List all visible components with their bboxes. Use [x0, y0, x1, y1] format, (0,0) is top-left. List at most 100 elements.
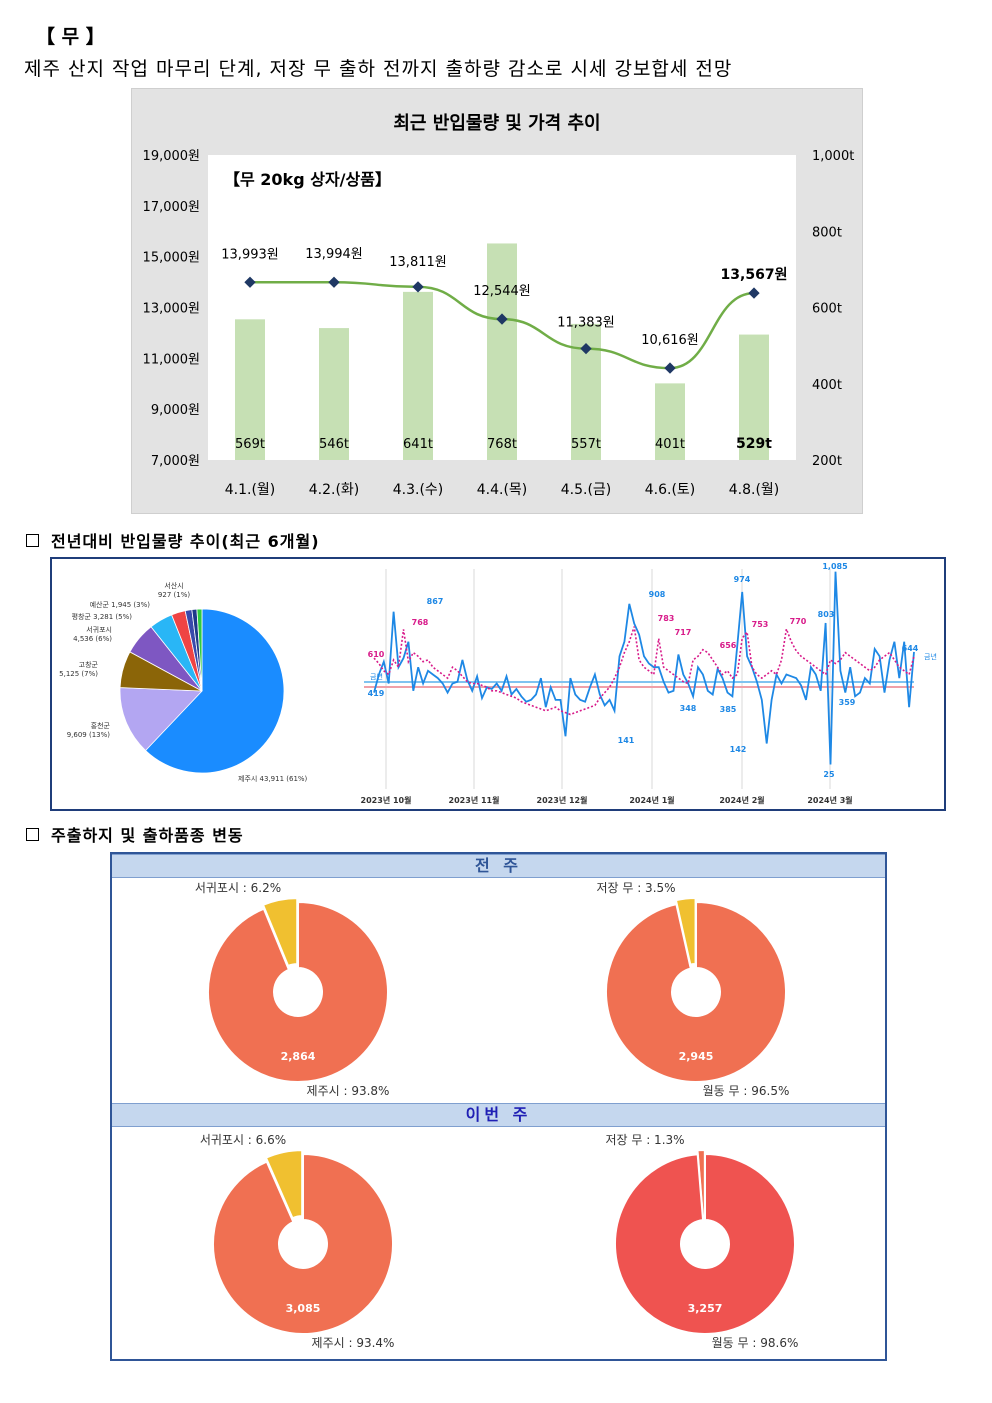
price-label: 11,383원: [557, 316, 614, 331]
right-axis-tick: 400t: [812, 378, 842, 393]
left-axis-tick: 17,000원: [143, 200, 200, 215]
chart-title: 최근 반입물량 및 가격 추이: [393, 112, 600, 134]
origin-pie-label: 서귀포시: [86, 625, 112, 634]
origin-pie-label: 홍천군: [91, 721, 111, 730]
series-point-label: 768: [412, 618, 429, 627]
origin-pie-label: 9,609 (13%): [67, 731, 111, 739]
price-label: 12,544원: [473, 284, 530, 299]
donut-major-label: 제주시 : 93.4%: [312, 1336, 395, 1350]
donut-chart: 3,257 월동 무 : 98.6% 저장 무 : 1.3%: [605, 1133, 798, 1350]
donut-major-label: 월동 무 : 96.5%: [703, 1084, 790, 1098]
price-label: 10,616원: [641, 333, 698, 348]
volume-bar: [235, 319, 265, 460]
section-origin-title: 주출하지 및 출하품종 변동: [26, 822, 244, 846]
x-axis-tick: 4.4.(목): [477, 482, 528, 498]
x-axis-tick: 4.2.(화): [309, 482, 360, 498]
x-axis-month-tick: 2024년 2월: [719, 795, 764, 805]
series-point-label: 867: [427, 597, 444, 606]
origin-pie-label: 4,536 (6%): [73, 635, 112, 643]
volume-label: 557t: [571, 437, 601, 452]
left-axis-tick: 15,000원: [143, 251, 200, 266]
x-axis-tick: 4.5.(금): [561, 482, 612, 498]
series-point-label: 385: [720, 705, 737, 714]
donut-minor-label: 서귀포시 : 6.6%: [200, 1133, 286, 1147]
origin-variety-panel: 전 주 이번 주 2,864 제주시 : 93.8% 서귀포시 : 6.2% 2,94…: [110, 852, 887, 1361]
donut-major-slice: [207, 900, 389, 1083]
origin-pie-slice: [196, 608, 203, 692]
origin-pie-slice: [119, 687, 203, 752]
x-axis-month-tick: 2024년 1월: [629, 795, 674, 805]
right-axis-tick: 200t: [812, 454, 842, 469]
donut-major-slice: [212, 1152, 395, 1335]
price-marker: [412, 281, 424, 293]
price-volume-svg: 최근 반입물량 및 가격 추이 【무 20kg 상자/상품】 569t 546t 6…: [143, 112, 855, 498]
current-week-band: 이번 주: [112, 1103, 885, 1127]
six-month-trend-panel: 제주시 43,911 (61%) 홍천군 9,609 (13%) 고창군 5,125 (…: [50, 557, 946, 811]
right-axis-tick: 600t: [812, 302, 842, 317]
chart-unit-label: 【무 20kg 상자/상품】: [224, 170, 391, 189]
donut-major-label: 제주시 : 93.8%: [307, 1084, 390, 1098]
series-point-label: 610: [368, 650, 385, 659]
origin-pie-label: 고창군: [79, 661, 99, 669]
volume-label: 569t: [235, 437, 265, 452]
x-axis-month-tick: 2023년 11월: [449, 795, 500, 805]
market-outlook-text: 제주 산지 작업 마무리 단계, 저장 무 출하 전까지 출하량 감소로 시세 …: [24, 58, 733, 80]
donut-minor-label: 저장 무 : 1.3%: [605, 1133, 684, 1147]
volume-bar: [655, 383, 685, 460]
section-volume-trend-title: 전년대비 반입물량 추이(최근 6개월): [26, 528, 320, 552]
price-volume-chart: 최근 반입물량 및 가격 추이 【무 20kg 상자/상품】 569t 546t 6…: [131, 88, 863, 514]
left-axis-tick: 13,000원: [143, 302, 200, 317]
series-point-label: 142: [730, 745, 747, 754]
series-point-label: 644: [902, 644, 919, 653]
origin-pie-label: 5,125 (7%): [59, 670, 98, 678]
x-axis-month-tick: 2023년 12월: [537, 795, 588, 805]
donut-total-label: 2,945: [679, 1050, 714, 1063]
donut-chart: 3,085 제주시 : 93.4% 서귀포시 : 6.6%: [200, 1133, 395, 1350]
series-point-label: 770: [790, 617, 807, 626]
price-marker: [244, 276, 256, 288]
left-axis-tick: 9,000원: [151, 403, 200, 418]
x-axis-tick: 4.8.(월): [729, 482, 780, 498]
x-axis-tick: 4.1.(월): [225, 482, 276, 498]
origin-pie-label: 예산군 1,945 (3%): [90, 600, 151, 609]
donut-total-label: 3,085: [286, 1302, 321, 1315]
price-marker: [328, 276, 340, 288]
series-point-label: 348: [680, 704, 697, 713]
volume-label: 641t: [403, 437, 433, 452]
donut-major-label: 월동 무 : 98.6%: [712, 1336, 799, 1350]
series-point-label: 803: [818, 610, 835, 619]
volume-bar: [739, 334, 769, 460]
origin-pie-label: 평창군 3,281 (5%): [72, 612, 133, 621]
volume-label: 401t: [655, 437, 685, 452]
volume-label: 546t: [319, 437, 349, 452]
donut-minor-label: 저장 무 : 3.5%: [596, 881, 675, 895]
donut-major-slice: [605, 900, 788, 1083]
price-label: 13,993원: [221, 247, 278, 262]
volume-label: 529t: [736, 436, 772, 452]
price-marker: [496, 313, 508, 325]
volume-bar: [403, 291, 433, 460]
origin-pie-label: 서산시: [164, 581, 183, 590]
series-point-label: 1,085: [822, 562, 848, 571]
series-point-label: 974: [734, 575, 751, 584]
donut-major-slice: [613, 1152, 796, 1335]
donut-minor-label: 서귀포시 : 6.2%: [195, 881, 281, 895]
price-label: 13,811원: [389, 255, 446, 270]
price-label: 13,994원: [305, 247, 362, 262]
price-label: 13,567원: [721, 267, 788, 283]
donut-total-label: 2,864: [281, 1050, 316, 1063]
price-marker: [580, 342, 592, 355]
series-point-label: 753: [752, 620, 769, 629]
price-marker: [748, 287, 760, 299]
left-axis-tick: 7,000원: [151, 454, 200, 469]
series-point-label: 783: [658, 614, 675, 623]
series-point-label: 656: [720, 641, 737, 650]
origin-pie-label: 제주시 43,911 (61%): [238, 775, 308, 783]
x-axis-tick: 4.6.(토): [645, 482, 696, 498]
section-origin-label: 주출하지 및 출하품종 변동: [51, 826, 244, 845]
legend-label: 금년: [370, 672, 383, 681]
series-point-label: 908: [649, 590, 666, 599]
volume-bar: [319, 328, 349, 460]
previous-week-band: 전 주: [112, 854, 885, 878]
